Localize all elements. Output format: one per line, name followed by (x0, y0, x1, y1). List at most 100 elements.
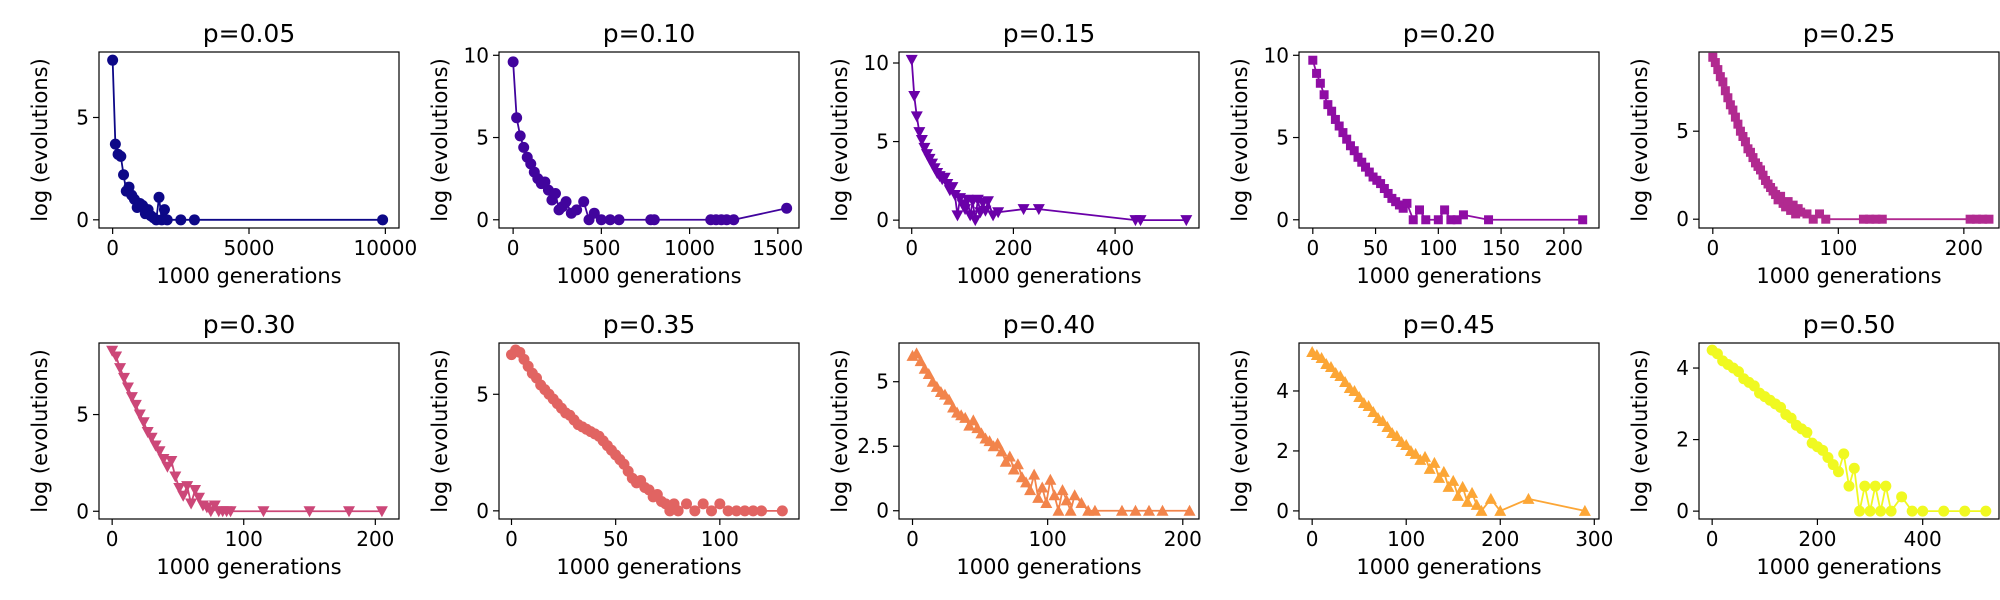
y-tick-label: 4 (1276, 379, 1289, 403)
data-point (1978, 214, 1988, 224)
data-point (1815, 209, 1825, 219)
series-line (111, 60, 383, 221)
y-axis-label: log (evolutions) (428, 349, 452, 513)
data-point (1421, 215, 1431, 225)
data-point (1315, 78, 1325, 88)
y-axis-label: log (evolutions) (28, 349, 52, 513)
data-point (959, 411, 972, 423)
data-point (1733, 119, 1743, 129)
y-tick-label: 0 (76, 499, 89, 523)
plot-frame (1698, 51, 2000, 229)
data-point (1419, 450, 1432, 462)
x-tick-label: 0 (905, 236, 918, 260)
x-tick-label: 200 (994, 236, 1032, 260)
data-point (681, 498, 692, 510)
plot-frame (1298, 342, 1600, 520)
data-point (224, 506, 237, 518)
data-point (193, 492, 205, 504)
data-point (1802, 209, 1812, 219)
data-point (1801, 426, 1813, 438)
data-point (1048, 489, 1061, 501)
data-point (672, 505, 684, 517)
data-point (1433, 471, 1446, 483)
data-point (1414, 453, 1427, 465)
data-point (910, 347, 923, 359)
data-point (1423, 462, 1436, 474)
plot-frame (898, 51, 1200, 229)
data-point (914, 355, 927, 367)
data-point (995, 445, 1008, 457)
data-point (1877, 214, 1887, 224)
y-axis-label: log (evolutions) (428, 58, 452, 222)
data-point (188, 214, 200, 226)
y-axis-label: log (evolutions) (1228, 349, 1252, 513)
data-point (507, 56, 519, 68)
data-point (706, 505, 717, 517)
y-tick-label: 5 (476, 382, 489, 406)
data-point (1723, 93, 1733, 103)
data-point (1402, 198, 1412, 208)
y-tick-label: 2 (1276, 439, 1289, 463)
panel-p-0-10: p=0.10 1000 generations log (evolutions) 0 5… (428, 19, 803, 288)
data-point (145, 432, 158, 444)
data-point (1451, 489, 1464, 501)
panel-title: p=0.10 (603, 19, 695, 48)
data-point (1858, 214, 1868, 224)
data-point (1715, 72, 1725, 82)
data-point (1334, 369, 1347, 381)
data-point (1796, 207, 1806, 217)
data-point (922, 367, 935, 379)
panel-p-0-50: p=0.50 1000 generations log (evolutions) 0 2… (1628, 310, 2000, 579)
data-point (114, 363, 127, 375)
data-point (595, 214, 607, 226)
panel-title: p=0.20 (1403, 19, 1495, 48)
data-point (946, 182, 959, 194)
data-point (1484, 492, 1497, 504)
data-point (1383, 188, 1393, 198)
data-point (1730, 112, 1740, 122)
data-point (1771, 190, 1781, 200)
y-axis-label: log (evolutions) (28, 58, 52, 222)
data-point (1748, 153, 1758, 163)
x-tick-label: 0 (1306, 236, 1319, 260)
data-point (1578, 504, 1591, 516)
data-point (1456, 480, 1469, 492)
data-point (979, 205, 992, 217)
data-point (1408, 215, 1418, 225)
x-tick-label: 1500 (752, 236, 803, 260)
data-point (969, 215, 982, 227)
data-point (137, 417, 150, 429)
data-point (971, 194, 984, 206)
data-point (125, 392, 138, 404)
x-tick-label: 0 (507, 236, 520, 260)
data-point (129, 399, 142, 411)
data-point (1036, 481, 1049, 493)
data-point (1854, 505, 1866, 517)
series-line (1311, 59, 1583, 221)
data-point (1875, 505, 1887, 517)
data-point (1330, 114, 1340, 124)
data-point (1522, 492, 1535, 504)
panel-title: p=0.40 (1003, 310, 1095, 339)
data-point (1134, 215, 1147, 227)
data-point (948, 190, 961, 201)
y-tick-label: 0 (1276, 208, 1289, 232)
data-point (1398, 203, 1408, 213)
data-point (107, 54, 119, 66)
panel-title: p=0.15 (1003, 19, 1095, 48)
data-point (518, 141, 530, 153)
data-point (115, 150, 127, 162)
data-point (1788, 200, 1798, 210)
data-point (1965, 214, 1975, 224)
x-axis-label: 1000 generations (156, 264, 341, 288)
x-tick-label: 50 (1363, 236, 1388, 260)
x-tick-label: 0 (505, 527, 518, 551)
y-tick-label: 0 (476, 499, 489, 523)
series-line (1711, 56, 1989, 221)
data-point (1475, 504, 1488, 516)
x-tick-label: 400 (1096, 236, 1134, 260)
data-point (1896, 491, 1908, 503)
data-point (689, 505, 701, 517)
data-point (1437, 465, 1450, 477)
data-point (1461, 495, 1474, 507)
